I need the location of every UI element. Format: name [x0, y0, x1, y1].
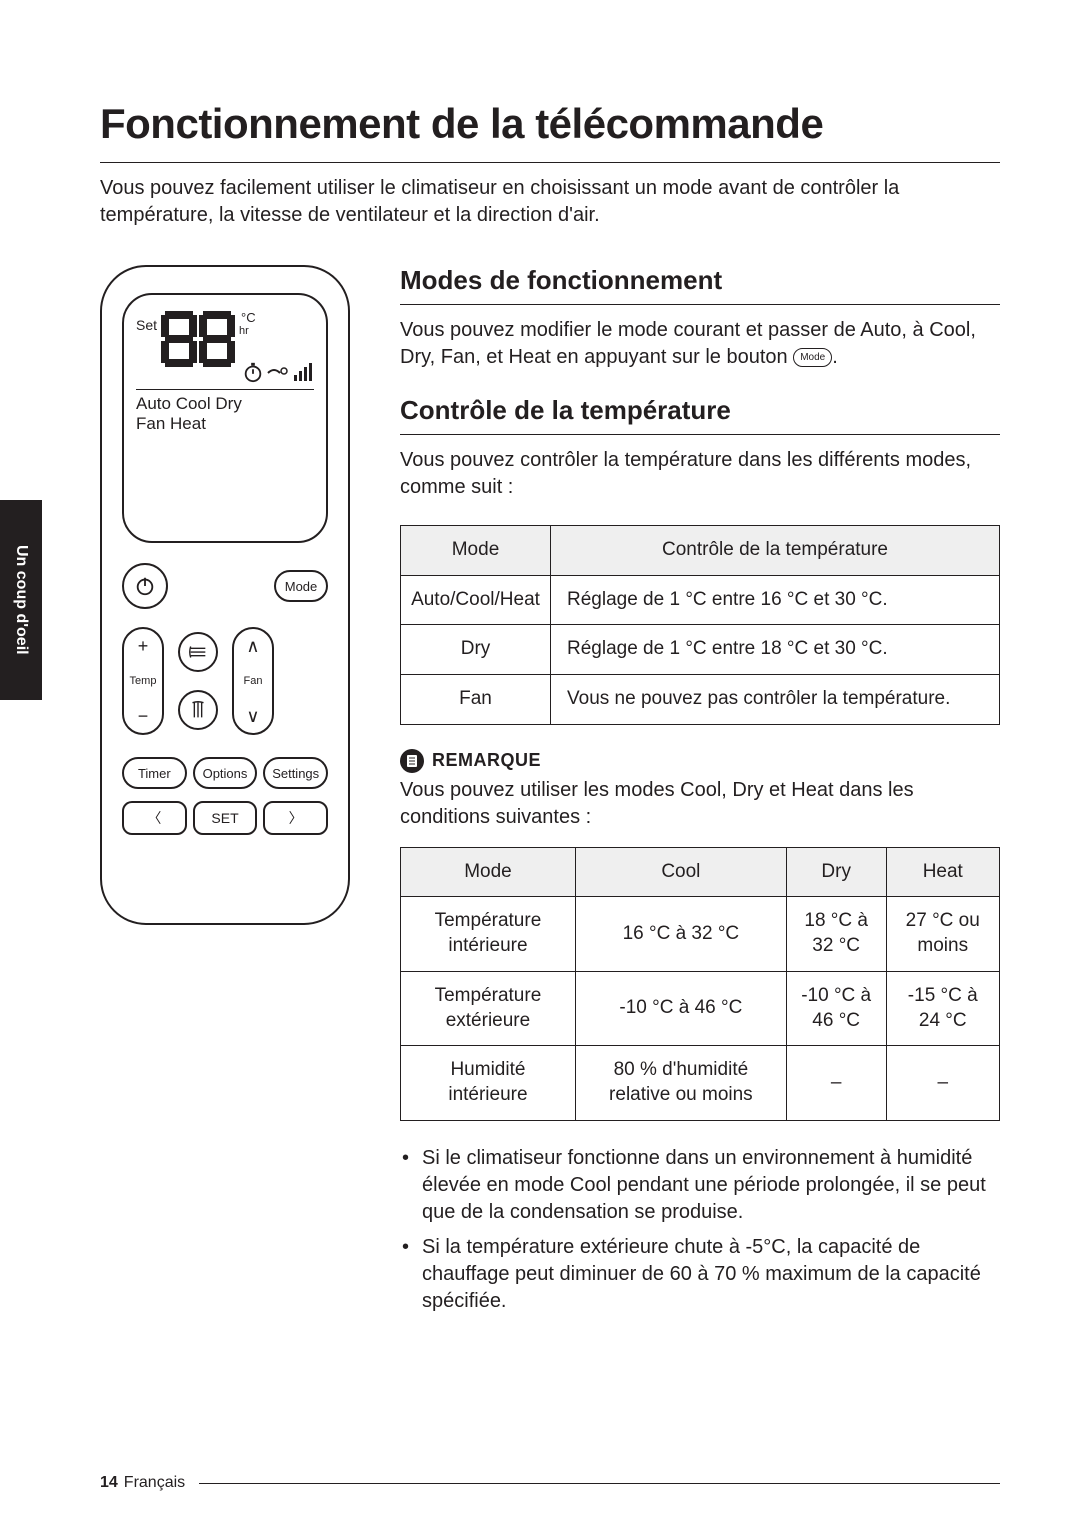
fan-rocker[interactable]: ∧ Fan ∨ [232, 627, 274, 735]
temp-label: Temp [130, 675, 157, 687]
timer-button[interactable]: Timer [122, 757, 187, 789]
table-row: Humidité intérieure 80 % d'humidité rela… [401, 1046, 1000, 1120]
t2-h-heat: Heat [886, 847, 999, 897]
t2-cool: 16 °C à 32 °C [575, 897, 786, 971]
table-row: Fan Vous ne pouvez pas contrôler la temp… [401, 675, 1000, 725]
t2-heat: – [886, 1046, 999, 1120]
t1-cell-mode: Auto/Cool/Heat [401, 575, 551, 625]
remote-illustration: Set [100, 265, 350, 925]
hr-label: hr [239, 325, 256, 337]
modes-text-b: . [832, 346, 838, 368]
mode-row-1: Auto Cool Dry [136, 394, 314, 414]
section-temp-text: Vous pouvez contrôler la température dan… [400, 447, 1000, 501]
t1-cell-mode: Dry [401, 625, 551, 675]
page-title: Fonctionnement de la télécommande [100, 100, 1000, 148]
remote-screen: Set [122, 293, 328, 543]
t1-cell-desc: Vous ne pouvez pas contrôler la températ… [551, 675, 1000, 725]
t2-dry: 18 °C à 32 °C [786, 897, 886, 971]
fan-label: Fan [244, 675, 263, 687]
degree-c-label: °C [241, 310, 256, 325]
options-button[interactable]: Options [193, 757, 258, 789]
next-button[interactable]: 〉 [263, 801, 328, 835]
t1-cell-desc: Réglage de 1 °C entre 18 °C et 30 °C. [551, 625, 1000, 675]
intro-text: Vous pouvez facilement utiliser le clima… [100, 175, 1000, 229]
temp-minus-icon: − [138, 707, 149, 725]
t2-h-dry: Dry [786, 847, 886, 897]
table-row: Auto/Cool/Heat Réglage de 1 °C entre 16 … [401, 575, 1000, 625]
t2-dry: -10 °C à 46 °C [786, 971, 886, 1045]
timer-icon [242, 361, 264, 383]
table-row: Dry Réglage de 1 °C entre 18 °C et 30 °C… [401, 625, 1000, 675]
seven-segment-display [161, 309, 235, 369]
t2-h-mode: Mode [401, 847, 576, 897]
t2-cool: -10 °C à 46 °C [575, 971, 786, 1045]
list-item: Si la température extérieure chute à -5°… [418, 1234, 1000, 1315]
list-item: Si le climatiseur fonctionne dans un env… [418, 1145, 1000, 1226]
temp-plus-icon: + [138, 637, 149, 655]
swing-vertical-icon [187, 699, 209, 721]
t2-label: Humidité intérieure [401, 1046, 576, 1120]
fan-down-icon: ∨ [246, 707, 259, 725]
footer-rule [199, 1483, 1000, 1484]
t2-label: Température intérieure [401, 897, 576, 971]
t1-header-desc: Contrôle de la température [551, 526, 1000, 576]
section-modes-text: Vous pouvez modifier le mode courant et … [400, 317, 1000, 371]
chevron-right-icon: 〉 [289, 808, 303, 828]
t2-label: Température extérieure [401, 971, 576, 1045]
set-button[interactable]: SET [193, 801, 258, 835]
swing-horizontal-icon [187, 641, 209, 663]
chevron-left-icon: 〈 [147, 808, 161, 828]
title-rule [100, 162, 1000, 163]
t1-cell-desc: Réglage de 1 °C entre 16 °C et 30 °C. [551, 575, 1000, 625]
swing-horizontal-button[interactable] [178, 632, 218, 672]
prev-button[interactable]: 〈 [122, 801, 187, 835]
screen-mode-list: Auto Cool Dry Fan Heat [136, 389, 314, 433]
mode-button[interactable]: Mode [274, 570, 328, 602]
t2-h-cool: Cool [575, 847, 786, 897]
temperature-control-table: Mode Contrôle de la température Auto/Coo… [400, 525, 1000, 725]
t1-cell-mode: Fan [401, 675, 551, 725]
mode-button-inline: Mode [793, 348, 832, 368]
power-button[interactable] [122, 563, 168, 609]
t2-heat: -15 °C à 24 °C [886, 971, 999, 1045]
footer-language: Français [124, 1474, 185, 1492]
power-icon [134, 575, 156, 597]
signal-icon [292, 361, 314, 383]
fan-up-icon: ∧ [246, 637, 259, 655]
remark-label: REMARQUE [432, 750, 541, 771]
page-footer: 14 Français [100, 1474, 1000, 1492]
fan-icon [266, 361, 290, 383]
notes-list: Si le climatiseur fonctionne dans un env… [400, 1145, 1000, 1315]
t1-header-mode: Mode [401, 526, 551, 576]
page-number: 14 [100, 1474, 118, 1492]
section-modes-heading: Modes de fonctionnement [400, 265, 1000, 296]
t2-heat: 27 °C ou moins [886, 897, 999, 971]
section-rule [400, 434, 1000, 435]
t2-cool: 80 % d'humidité relative ou moins [575, 1046, 786, 1120]
set-label: Set [136, 317, 157, 333]
remark-icon [400, 749, 424, 773]
table-row: Température extérieure -10 °C à 46 °C -1… [401, 971, 1000, 1045]
table-row: Température intérieure 16 °C à 32 °C 18 … [401, 897, 1000, 971]
settings-button[interactable]: Settings [263, 757, 328, 789]
conditions-table: Mode Cool Dry Heat Température intérieur… [400, 847, 1000, 1121]
temp-rocker[interactable]: + Temp − [122, 627, 164, 735]
section-temp-heading: Contrôle de la température [400, 395, 1000, 426]
mode-row-2: Fan Heat [136, 414, 314, 434]
remark-text: Vous pouvez utiliser les modes Cool, Dry… [400, 777, 1000, 831]
section-rule [400, 304, 1000, 305]
modes-text-a: Vous pouvez modifier le mode courant et … [400, 319, 976, 368]
swing-vertical-button[interactable] [178, 690, 218, 730]
t2-dry: – [786, 1046, 886, 1120]
